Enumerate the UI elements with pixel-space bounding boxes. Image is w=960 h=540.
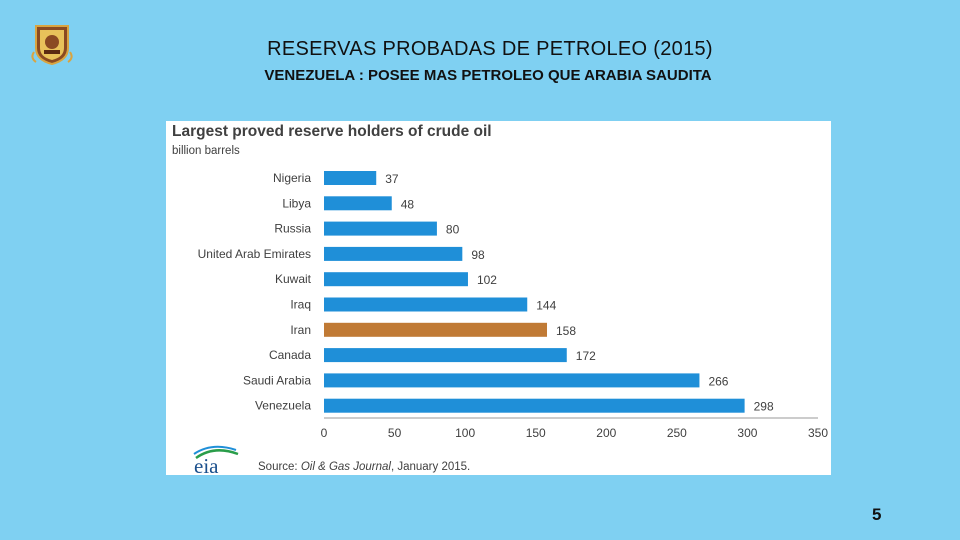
category-label: Iraq — [290, 298, 311, 312]
bar — [324, 196, 392, 211]
category-label: Iran — [290, 323, 311, 337]
chart-title: Largest proved reserve holders of crude … — [172, 123, 492, 140]
bar — [324, 348, 567, 363]
data-label: 158 — [556, 324, 576, 338]
x-tick-label: 250 — [667, 426, 687, 440]
bar — [324, 246, 463, 261]
data-label: 266 — [708, 374, 728, 388]
x-tick-label: 200 — [596, 426, 616, 440]
chart-units: billion barrels — [172, 145, 240, 157]
data-label: 172 — [576, 349, 596, 363]
slide-title: RESERVAS PROBADAS DE PETROLEO (2015) — [267, 38, 713, 60]
bar — [324, 297, 528, 312]
category-label: Saudi Arabia — [243, 373, 311, 387]
data-label: 102 — [477, 273, 497, 287]
page-number: 5 — [872, 505, 882, 524]
data-label: 144 — [536, 299, 556, 313]
x-tick-label: 50 — [388, 426, 402, 440]
x-tick-label: 0 — [321, 426, 328, 440]
bar — [324, 373, 700, 388]
category-label: Nigeria — [273, 171, 311, 185]
data-label: 298 — [754, 400, 774, 414]
data-label: 80 — [446, 223, 460, 237]
bar — [324, 272, 468, 287]
data-label: 37 — [385, 172, 399, 186]
category-label: Kuwait — [275, 272, 312, 286]
bar — [324, 322, 548, 337]
category-label: United Arab Emirates — [198, 247, 311, 261]
bar — [324, 221, 437, 236]
eia-logo-icon: eia — [193, 445, 239, 475]
chart-panel: Largest proved reserve holders of crude … — [166, 121, 831, 475]
category-label: Libya — [282, 196, 311, 210]
bar — [324, 398, 745, 413]
x-tick-label: 300 — [737, 426, 757, 440]
data-label: 98 — [471, 248, 485, 262]
bar — [324, 171, 377, 185]
category-label: Venezuela — [255, 399, 311, 413]
slide-subtitle: VENEZUELA : POSEE MAS PETROLEO QUE ARABI… — [264, 67, 712, 84]
university-seal-icon — [31, 25, 73, 66]
category-label: Canada — [269, 348, 311, 362]
category-label: Russia — [274, 222, 311, 236]
source-note: Source: Oil & Gas Journal, January 2015. — [258, 461, 470, 473]
x-tick-label: 150 — [526, 426, 546, 440]
x-tick-label: 350 — [808, 426, 828, 440]
svg-text:eia: eia — [194, 454, 219, 475]
data-label: 48 — [401, 197, 415, 211]
bar-chart: Largest proved reserve holders of crude … — [172, 123, 828, 475]
x-tick-label: 100 — [455, 426, 475, 440]
